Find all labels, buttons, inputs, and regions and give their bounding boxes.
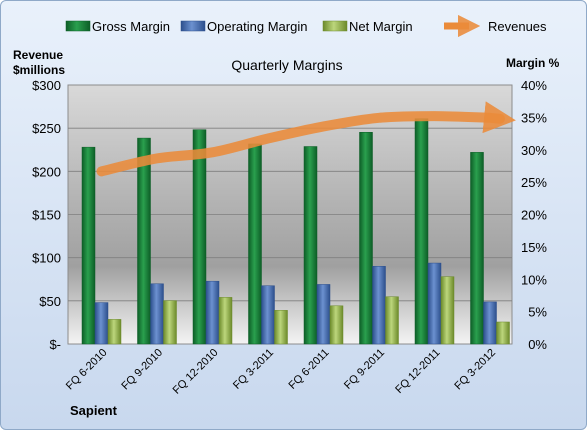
- x-tick-label: FQ 9-2010: [119, 347, 165, 393]
- bar-gross-margin: [137, 137, 151, 345]
- legend-item-net-margin[interactable]: Net Margin: [322, 19, 413, 34]
- left-tick-label: $-: [49, 337, 61, 352]
- right-tick-label: 15%: [521, 240, 547, 255]
- legend-label-revenues: Revenues: [488, 19, 547, 34]
- right-tick-label: 35%: [521, 110, 547, 125]
- x-tick-label: FQ 12-2010: [171, 347, 221, 397]
- bar-operating-margin: [427, 262, 442, 345]
- left-tick-label: $300: [32, 78, 61, 93]
- bar-operating-margin: [372, 266, 386, 345]
- right-tick-label: 5%: [528, 305, 547, 320]
- right-axis-title: Margin %: [506, 56, 560, 70]
- right-tick-label: 0%: [528, 337, 547, 352]
- bar-gross-margin: [81, 146, 96, 345]
- bar-operating-margin: [316, 284, 331, 345]
- left-tick-label: $200: [32, 164, 61, 179]
- bar-net-margin: [496, 321, 510, 345]
- legend-label-net-margin: Net Margin: [349, 19, 413, 34]
- legend-item-revenues[interactable]: Revenues: [444, 14, 547, 38]
- bar-net-margin: [274, 310, 288, 345]
- legend-item-gross-margin[interactable]: Gross Margin: [65, 19, 170, 34]
- bar-net-margin: [163, 300, 177, 345]
- bars: [81, 118, 510, 345]
- left-axis-title-line-1: Revenue: [13, 48, 63, 62]
- bar-gross-margin: [359, 132, 373, 345]
- bar-net-margin: [385, 296, 399, 345]
- x-tick-label: FQ 6-2010: [64, 347, 110, 393]
- x-tick-label: FQ 6-2011: [287, 347, 332, 392]
- bar-gross-margin: [414, 118, 429, 345]
- bar-gross-margin: [470, 152, 484, 345]
- bar-operating-margin: [94, 302, 109, 345]
- chart-title: Quarterly Margins: [231, 57, 342, 73]
- legend: Gross Margin Operating Margin Net Margin…: [65, 14, 547, 38]
- left-tick-label: $250: [32, 121, 61, 136]
- right-tick-label: 20%: [521, 208, 547, 223]
- bar-net-margin: [440, 276, 455, 345]
- bar-operating-margin: [483, 301, 497, 345]
- right-tick-label: 40%: [521, 78, 547, 93]
- legend-item-operating-margin[interactable]: Operating Margin: [180, 19, 307, 34]
- x-tick-label: FQ 3-2012: [452, 347, 498, 393]
- bar-net-margin: [107, 319, 122, 345]
- revenue-line-path: [96, 101, 516, 177]
- bar-operating-margin: [261, 285, 275, 345]
- x-tick-label: FQ 9-2011: [342, 347, 387, 392]
- left-tick-label: $100: [32, 251, 61, 266]
- x-tick-label: FQ 12-2011: [393, 347, 442, 396]
- right-axis-ticks: 0% 5% 10% 15% 20% 25% 30% 35% 40%: [521, 78, 547, 352]
- bar-operating-margin: [205, 280, 220, 345]
- left-tick-label: $50: [39, 294, 61, 309]
- bar-gross-margin: [192, 129, 207, 345]
- x-tick-label: FQ 3-2011: [231, 347, 276, 392]
- revenue-line: [96, 101, 516, 177]
- right-tick-label: 10%: [521, 272, 547, 287]
- right-tick-label: 25%: [521, 175, 547, 190]
- legend-label-operating-margin: Operating Margin: [207, 19, 307, 34]
- source-label: Sapient: [70, 403, 118, 418]
- bar-net-margin: [218, 297, 233, 345]
- legend-label-gross-margin: Gross Margin: [92, 19, 170, 34]
- x-axis-ticks: FQ 6-2010 FQ 9-2010 FQ 12-2010 FQ 3-2011 FQ …: [64, 347, 498, 397]
- bar-gross-margin: [248, 143, 262, 345]
- left-axis-title-line-2: $millions: [13, 63, 65, 77]
- left-axis-ticks: $- $50 $100 $150 $200 $250 $300: [32, 78, 61, 352]
- bar-gross-margin: [303, 146, 318, 345]
- right-tick-label: 30%: [521, 143, 547, 158]
- left-tick-label: $150: [32, 208, 61, 223]
- bar-operating-margin: [150, 283, 164, 345]
- bar-net-margin: [329, 305, 344, 345]
